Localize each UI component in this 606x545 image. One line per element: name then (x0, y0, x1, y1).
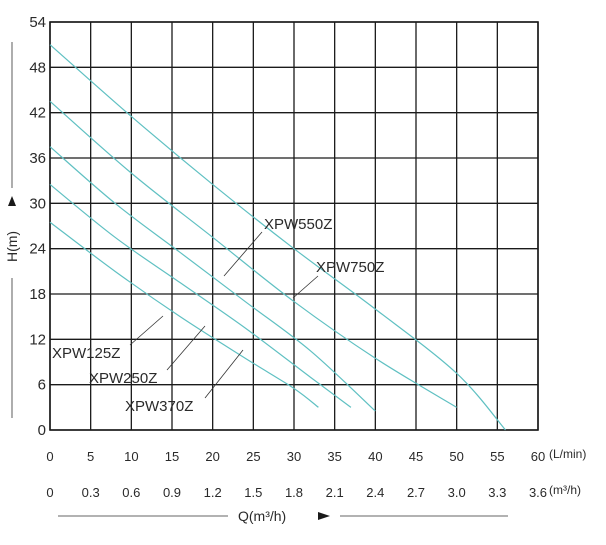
y-tick-label: 6 (38, 377, 46, 394)
x-axis-title: Q(m³/h) (238, 508, 286, 524)
x-tick-label-lmin: 10 (124, 449, 138, 464)
x-tick-label-m3h: 0.9 (163, 485, 181, 500)
series-line-xpw750z (49, 44, 506, 431)
x-tick-label-m3h: 3.3 (488, 485, 506, 500)
x-unit-lmin: (L/min) (549, 447, 586, 461)
x-axis-title-group: Q(m³/h) (58, 508, 508, 524)
y-tick-label: 24 (29, 241, 46, 258)
x-tick-label-lmin: 60 (531, 449, 545, 464)
x-tick-label-lmin: 25 (246, 449, 260, 464)
leader-line-xpw250z (166, 325, 206, 371)
series-line-xpw125z (49, 221, 319, 408)
leader-line-xpw370z (204, 349, 244, 399)
x-tick-label-lmin: 35 (327, 449, 341, 464)
x-tick-label-m3h: 1.2 (204, 485, 222, 500)
y-tick-label: 30 (29, 195, 46, 212)
x-tick-label-lmin: 20 (205, 449, 219, 464)
x-tick-labels-m3h: 0 0.3 0.6 0.9 1.2 1.5 1.8 2.1 2.4 2.7 3.0 3.3 3.6 (46, 485, 547, 500)
series-label-xpw250z: XPW250Z (89, 370, 157, 387)
y-tick-label: 36 (29, 150, 46, 167)
plot-frame (49, 21, 539, 431)
x-tick-label-m3h: 2.7 (407, 485, 425, 500)
x-tick-label-m3h: 3.6 (529, 485, 547, 500)
series-label-xpw750z: XPW750Z (316, 259, 384, 276)
leader-line-xpw125z (129, 315, 164, 346)
x-tick-label-lmin: 45 (409, 449, 423, 464)
leader-line-xpw750z (292, 275, 319, 299)
y-tick-label: 54 (29, 14, 46, 31)
x-tick-label-lmin: 50 (449, 449, 463, 464)
y-tick-label: 18 (29, 286, 46, 303)
x-tick-label-m3h: 0.3 (82, 485, 100, 500)
series-label-xpw370z: XPW370Z (125, 398, 193, 415)
y-tick-label: 12 (29, 331, 46, 348)
x-tick-labels-lmin: 0 5 10 15 20 25 30 35 40 45 50 55 60 (46, 449, 545, 464)
x-tick-label-lmin: 5 (87, 449, 94, 464)
y-axis-title: H(m) (4, 231, 20, 262)
y-tick-label: 42 (29, 105, 46, 122)
y-tick-labels: 0 6 12 18 24 30 36 42 48 54 (29, 14, 46, 439)
x-tick-label-m3h: 2.1 (326, 485, 344, 500)
x-tick-label-lmin: 40 (368, 449, 382, 464)
x-tick-label-m3h: 1.5 (244, 485, 262, 500)
curves (49, 44, 506, 431)
series-label-xpw125z: XPW125Z (52, 345, 120, 362)
x-tick-label-m3h: 0 (46, 485, 53, 500)
y-tick-label: 48 (29, 59, 46, 76)
y-tick-label: 0 (38, 422, 46, 439)
x-tick-label-m3h: 1.8 (285, 485, 303, 500)
x-tick-label-m3h: 3.0 (448, 485, 466, 500)
series-line-xpw250z (49, 183, 352, 408)
x-tick-label-m3h: 2.4 (366, 485, 384, 500)
x-tick-label-m3h: 0.6 (122, 485, 140, 500)
label-leaders (129, 231, 319, 399)
up-arrow-icon (8, 196, 16, 206)
right-arrow-icon (318, 512, 330, 520)
x-tick-label-lmin: 55 (490, 449, 504, 464)
y-axis-title-group: H(m) (4, 42, 20, 418)
series-labels: XPW125Z XPW250Z XPW370Z XPW550Z XPW750Z (52, 216, 384, 415)
x-unit-m3h: (m³/h) (549, 483, 581, 497)
series-line-xpw550z (49, 100, 457, 408)
series-line-xpw370z (49, 146, 376, 412)
leader-line-xpw550z (223, 231, 263, 277)
x-tick-label-lmin: 15 (165, 449, 179, 464)
x-tick-label-lmin: 0 (46, 449, 53, 464)
x-tick-label-lmin: 30 (287, 449, 301, 464)
series-label-xpw550z: XPW550Z (264, 216, 332, 233)
